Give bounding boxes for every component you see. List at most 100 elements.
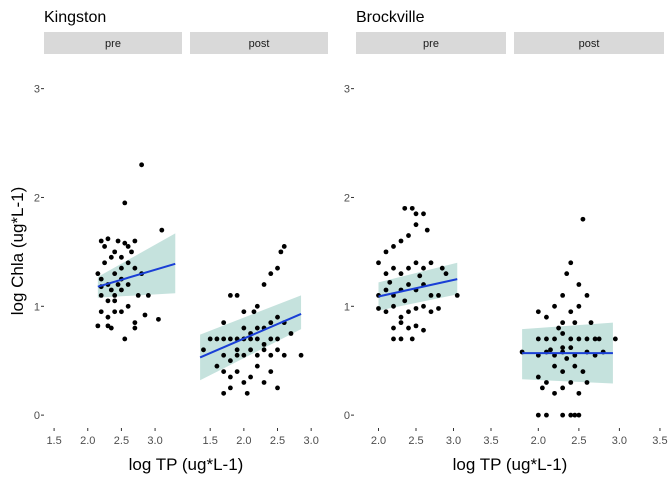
data-point (588, 320, 594, 326)
data-point (112, 309, 118, 315)
data-point (535, 336, 541, 342)
facet-strip (190, 32, 328, 54)
data-point (102, 260, 107, 266)
data-point (275, 336, 280, 342)
data-point (125, 303, 131, 309)
data-point (576, 390, 582, 396)
data-point (139, 162, 145, 168)
chart-title: Kingston (44, 9, 106, 26)
data-point (552, 363, 557, 369)
data-point (261, 380, 267, 385)
data-point (268, 369, 274, 374)
data-point (251, 309, 257, 315)
facet-strip (356, 32, 506, 54)
data-point (115, 238, 121, 244)
facet-strip (514, 32, 664, 54)
data-point (108, 287, 114, 293)
x-tick-label: 3.0 (147, 435, 162, 447)
data-point (544, 336, 549, 342)
data-point (436, 293, 441, 298)
facet-post: post 2.0 2.5 3.0 3.5 (514, 32, 668, 447)
x-tick-label: 2.0 (531, 435, 546, 447)
data-point (122, 240, 128, 246)
data-point (159, 227, 165, 233)
chart-title: Brockville (356, 9, 425, 26)
data-point (576, 303, 582, 309)
confidence-band (97, 233, 176, 298)
x-tick-label: 3.0 (612, 435, 627, 447)
data-point (145, 293, 151, 298)
facet-strip-label: pre (423, 38, 439, 50)
data-point (552, 303, 557, 309)
data-point (241, 352, 247, 358)
x-tick-label: 3.0 (446, 435, 461, 447)
data-point (560, 293, 566, 298)
data-point (576, 336, 582, 342)
data-point (98, 293, 104, 298)
data-point (387, 279, 393, 285)
data-point (214, 363, 220, 369)
data-point (132, 325, 138, 331)
x-tick-label: 2.5 (114, 435, 129, 447)
data-point (439, 265, 445, 271)
data-point (406, 265, 411, 271)
data-point (281, 352, 287, 358)
data-point (241, 380, 247, 385)
data-point (383, 309, 389, 315)
facet-pre: pre 1.5 2.0 2.5 3.0 (44, 32, 182, 447)
data-point (227, 374, 233, 380)
data-point (156, 316, 161, 322)
data-point (584, 380, 590, 385)
data-point (201, 347, 206, 353)
data-point (105, 314, 111, 320)
data-point (122, 336, 128, 342)
x-tick-label: 1.5 (203, 435, 218, 447)
data-point (241, 309, 247, 315)
data-point (214, 336, 220, 342)
data-point (544, 314, 549, 320)
data-point (584, 293, 590, 298)
x-tick-label: 3.0 (304, 435, 319, 447)
data-point (248, 347, 253, 353)
data-point (275, 347, 280, 353)
data-point (254, 336, 260, 342)
regression-line (378, 278, 458, 298)
chart-panel-1: Brockville 0 1 2 3 log TP (ug*L-1) pre 2.0 2.5 3.… (344, 9, 668, 474)
data-point (560, 345, 566, 351)
data-point (244, 390, 250, 396)
data-point (122, 200, 128, 206)
data-point (402, 298, 408, 304)
data-point (413, 323, 419, 329)
data-point (560, 320, 566, 326)
y-tick-label: 1 (344, 301, 350, 313)
data-point (261, 347, 267, 353)
data-point (234, 369, 240, 374)
data-point (241, 325, 247, 331)
data-point (398, 320, 404, 326)
data-point (102, 244, 107, 249)
data-point (568, 345, 574, 351)
data-point (129, 249, 134, 255)
data-point (221, 352, 227, 358)
data-point (556, 325, 561, 331)
x-axis-title: log TP (ug*L-1) (453, 455, 568, 474)
data-point (119, 287, 124, 293)
data-point (105, 298, 111, 304)
facet-strip (44, 32, 182, 54)
data-point (443, 271, 449, 277)
data-point (391, 325, 396, 331)
data-point (568, 336, 574, 342)
x-tick-label: 2.0 (371, 435, 386, 447)
data-point (535, 309, 541, 315)
data-point (221, 369, 227, 374)
data-point (568, 309, 574, 315)
data-point (248, 374, 253, 380)
x-tick-label: 3.5 (483, 435, 498, 447)
data-point (406, 282, 411, 287)
data-point (612, 336, 618, 342)
data-point (592, 336, 598, 342)
data-point (221, 336, 227, 342)
data-point (544, 380, 549, 385)
data-point (119, 309, 124, 315)
